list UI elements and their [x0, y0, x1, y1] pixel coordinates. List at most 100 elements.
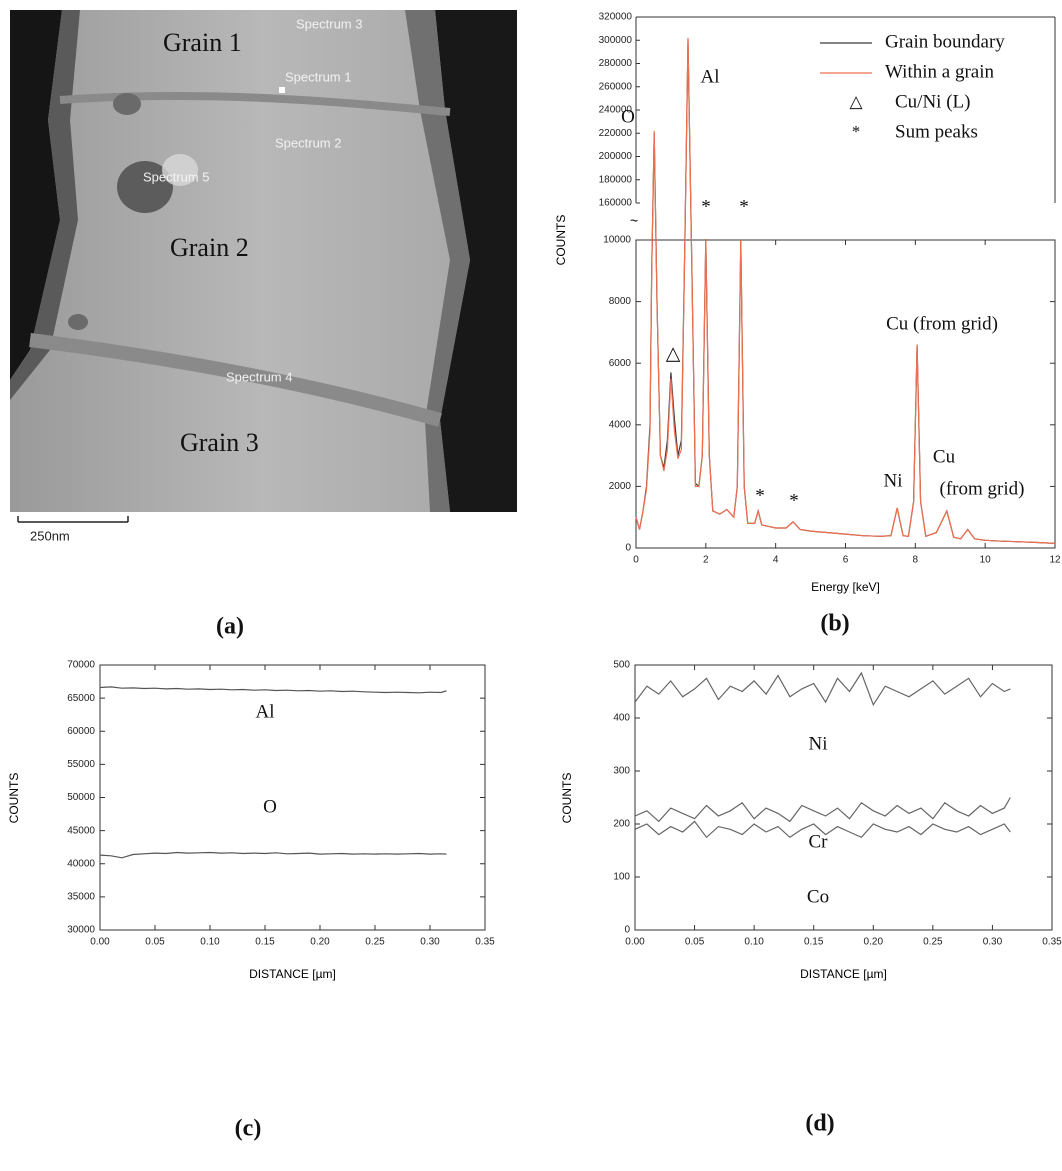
- plot-frame: [635, 239, 1056, 549]
- scale-bar-label: 250nm: [30, 528, 70, 543]
- y-tick-label: 260000: [599, 81, 633, 92]
- y-tick-label: 50000: [67, 792, 95, 803]
- legend-symbol: △: [849, 92, 863, 111]
- spectrum-label: Spectrum 5: [143, 169, 209, 184]
- y-tick-label: 2000: [609, 481, 632, 492]
- series-line: [99, 686, 447, 694]
- annotation: O: [621, 106, 635, 127]
- annotation: *: [739, 196, 749, 217]
- edge-region: [10, 10, 80, 400]
- grain-label: Grain 3: [180, 428, 259, 457]
- series-label: Al: [256, 701, 275, 722]
- x-axis-label: DISTANCE [µm]: [249, 967, 336, 981]
- annotation: (from grid): [940, 478, 1025, 499]
- x-tick-label: 0.15: [255, 937, 275, 948]
- y-tick-label: 160000: [599, 198, 633, 209]
- y-axis-label: COUNTS: [560, 773, 574, 824]
- series-label: O: [263, 796, 277, 817]
- spectrum-label: Spectrum 1: [285, 69, 351, 84]
- x-tick-label: 0.30: [983, 937, 1003, 948]
- annotation: *: [701, 196, 711, 217]
- y-tick-label: 55000: [67, 759, 95, 770]
- x-tick-label: 0.25: [365, 937, 385, 948]
- y-tick-label: 300000: [599, 35, 633, 46]
- y-tick-label: 100: [613, 872, 630, 883]
- x-tick-label: 0.05: [145, 937, 165, 948]
- y-tick-label: 45000: [67, 825, 95, 836]
- panel-label: (a): [216, 614, 244, 640]
- x-tick-label: 0.35: [475, 937, 495, 948]
- y-tick-label: 200000: [599, 151, 633, 162]
- series-line: [634, 820, 1011, 839]
- spectrum-label: Spectrum 2: [275, 135, 341, 150]
- x-tick-label: 10: [980, 555, 992, 566]
- y-tick-label: 400: [613, 713, 630, 724]
- y-tick-label: 70000: [67, 660, 95, 671]
- legend-label: Grain boundary: [885, 31, 1005, 52]
- x-tick-label: 0.35: [1042, 937, 1062, 948]
- plot-frame: [634, 664, 1053, 931]
- particle: [68, 314, 88, 330]
- particle: [113, 93, 141, 115]
- bright-spot: [162, 154, 198, 186]
- y-tick-label: 180000: [599, 174, 633, 185]
- y-tick-label: 65000: [67, 693, 95, 704]
- plot-frame: [99, 664, 486, 931]
- y-tick-label: 500: [613, 660, 630, 671]
- y-tick-label: 0: [625, 543, 631, 554]
- x-tick-label: 0.10: [200, 937, 220, 948]
- series-label: Ni: [809, 733, 828, 754]
- spectrum-label: Spectrum 3: [296, 16, 362, 31]
- y-tick-label: 35000: [67, 892, 95, 903]
- y-tick-label: 220000: [599, 128, 633, 139]
- x-tick-label: 8: [913, 555, 919, 566]
- y-tick-label: 40000: [67, 858, 95, 869]
- y-tick-label: 60000: [67, 726, 95, 737]
- y-tick-label: 320000: [599, 12, 633, 23]
- x-tick-label: 0.20: [310, 937, 330, 948]
- legend-label: Cu/Ni (L): [895, 91, 970, 112]
- panel-label: (c): [235, 1116, 262, 1142]
- series-line: [635, 40, 1056, 544]
- dark-region: [10, 10, 62, 380]
- x-tick-label: 0.15: [804, 937, 824, 948]
- panel-label: (b): [820, 611, 849, 637]
- y-tick-label: 240000: [599, 105, 633, 116]
- series-line: [634, 797, 1011, 823]
- x-axis-label: DISTANCE [µm]: [800, 967, 887, 981]
- x-axis-label: Energy [keV]: [811, 580, 880, 594]
- dark-region: [435, 10, 517, 512]
- annotation: *: [755, 485, 765, 506]
- y-tick-label: 280000: [599, 58, 633, 69]
- y-axis-label: COUNTS: [554, 215, 568, 266]
- panel-label: (d): [805, 1111, 834, 1137]
- legend-label: Sum peaks: [895, 121, 978, 142]
- grain-boundary: [29, 333, 442, 427]
- x-tick-label: 6: [843, 555, 849, 566]
- annotation: Cu (from grid): [886, 313, 998, 334]
- y-axis-label: COUNTS: [7, 773, 21, 824]
- x-tick-label: 2: [703, 555, 709, 566]
- annotation: △: [666, 343, 681, 364]
- particle: [117, 161, 173, 213]
- y-tick-label: 0: [624, 925, 630, 936]
- legend-symbol: *: [852, 122, 861, 141]
- y-tick-label: 8000: [609, 296, 632, 307]
- y-tick-label: 30000: [67, 925, 95, 936]
- spectrum-marker: [279, 87, 285, 93]
- y-tick-label: 200: [613, 819, 630, 830]
- axis-break: ~: [630, 213, 638, 229]
- annotation: Ni: [884, 470, 903, 491]
- series-label: Co: [807, 886, 829, 907]
- y-tick-label: 4000: [609, 419, 632, 430]
- x-tick-label: 0.20: [864, 937, 884, 948]
- series-line: [99, 851, 447, 859]
- x-tick-label: 4: [773, 555, 779, 566]
- y-tick-label: 6000: [609, 358, 632, 369]
- x-tick-label: 0.30: [420, 937, 440, 948]
- x-tick-label: 0.05: [685, 937, 705, 948]
- annotation: Cu: [933, 446, 956, 467]
- legend-label: Within a grain: [885, 61, 994, 82]
- x-tick-label: 0.00: [90, 937, 110, 948]
